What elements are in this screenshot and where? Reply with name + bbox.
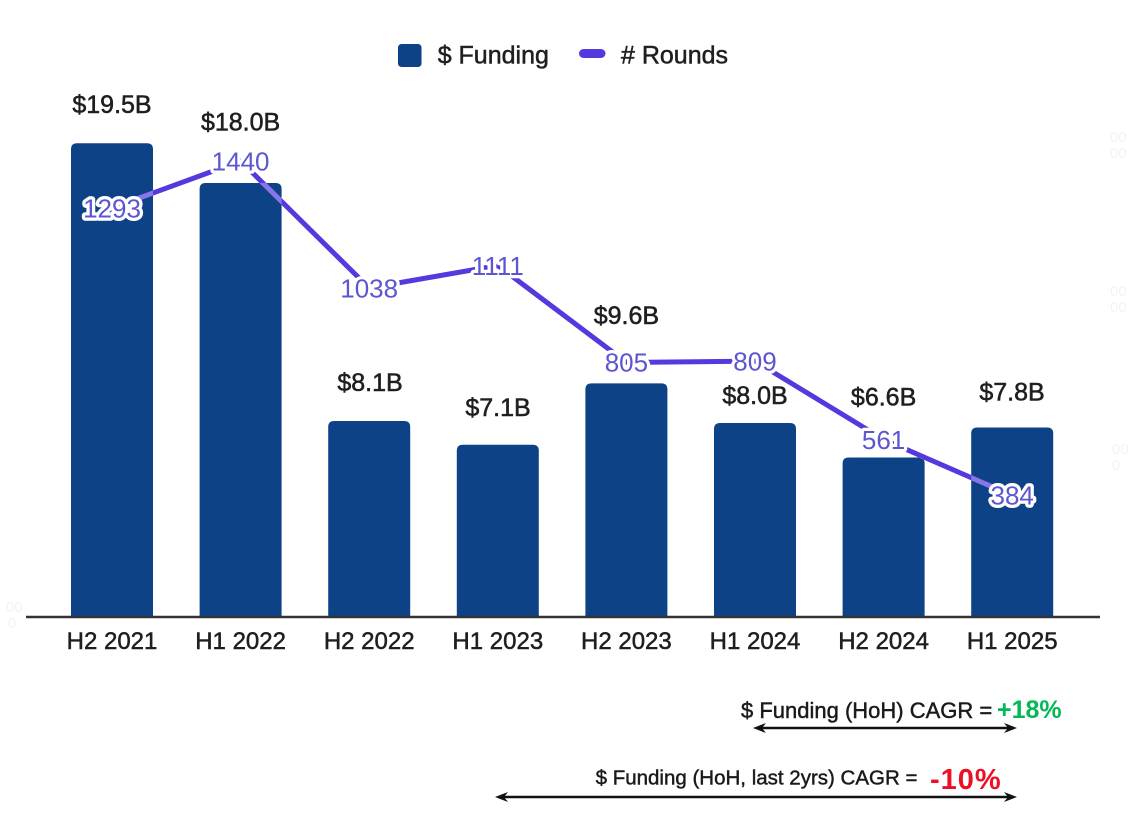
svg-text:1440: 1440 xyxy=(212,147,270,177)
svg-text:809: 809 xyxy=(733,347,776,377)
svg-text:1038: 1038 xyxy=(340,274,398,304)
svg-text:00: 00 xyxy=(1110,145,1127,162)
svg-text:1111: 1111 xyxy=(472,251,524,281)
svg-text:$ Funding (HoH, last 2yrs) CAG: $ Funding (HoH, last 2yrs) CAGR = xyxy=(596,767,918,790)
svg-text:$19.5B: $19.5B xyxy=(72,91,151,119)
svg-text:$7.1B: $7.1B xyxy=(465,394,530,422)
svg-text:00: 00 xyxy=(1110,129,1127,146)
svg-text:# Rounds: # Rounds xyxy=(621,42,728,70)
svg-text:$8.1B: $8.1B xyxy=(337,369,402,397)
svg-text:$ Funding: $ Funding xyxy=(438,42,549,70)
svg-text:1293: 1293 xyxy=(83,194,141,224)
svg-text:00: 00 xyxy=(1110,283,1127,300)
svg-text:H2 2023: H2 2023 xyxy=(581,628,672,655)
svg-text:00: 00 xyxy=(6,599,23,616)
svg-text:H1 2023: H1 2023 xyxy=(452,628,543,655)
svg-text:00: 00 xyxy=(1112,441,1129,458)
svg-text:$8.0B: $8.0B xyxy=(722,382,787,410)
svg-text:-10%: -10% xyxy=(930,764,1002,796)
svg-text:0: 0 xyxy=(1112,457,1120,474)
svg-text:H1 2022: H1 2022 xyxy=(195,628,286,655)
svg-text:$18.0B: $18.0B xyxy=(201,109,280,137)
svg-text:$9.6B: $9.6B xyxy=(594,302,659,330)
svg-text:$7.8B: $7.8B xyxy=(979,379,1044,407)
svg-text:+18%: +18% xyxy=(997,696,1062,724)
svg-text:00: 00 xyxy=(1110,299,1127,316)
svg-text:H2 2022: H2 2022 xyxy=(324,628,415,655)
svg-text:H2 2021: H2 2021 xyxy=(67,628,158,655)
svg-text:561: 561 xyxy=(862,425,905,455)
svg-text:$ Funding (HoH) CAGR =: $ Funding (HoH) CAGR = xyxy=(741,698,992,723)
svg-text:384: 384 xyxy=(991,481,1034,511)
svg-text:$6.6B: $6.6B xyxy=(851,384,916,412)
svg-text:H1 2025: H1 2025 xyxy=(967,628,1058,655)
svg-text:0: 0 xyxy=(8,615,16,632)
svg-text:H2 2024: H2 2024 xyxy=(838,628,929,655)
svg-text:805: 805 xyxy=(605,348,648,378)
svg-text:H1 2024: H1 2024 xyxy=(710,628,801,655)
